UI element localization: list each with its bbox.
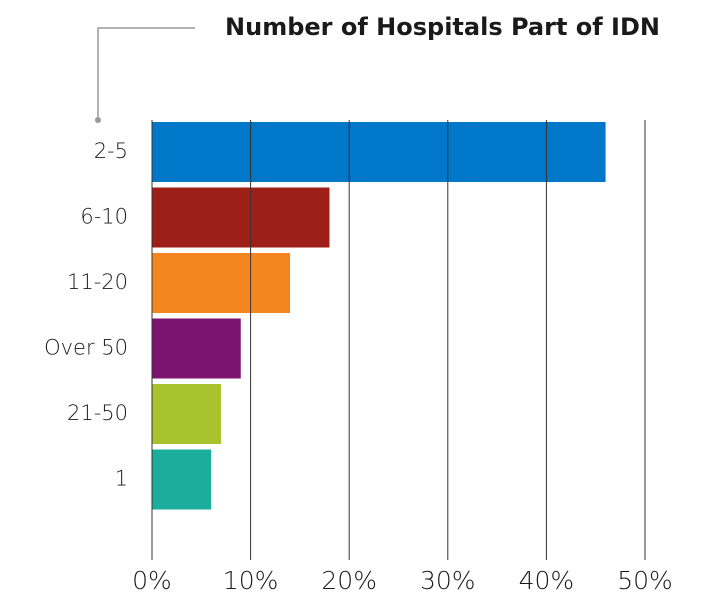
y-tick-label: Over 50 xyxy=(44,336,128,360)
y-tick-label: 2-5 xyxy=(94,139,128,163)
y-tick-label: 1 xyxy=(115,467,128,491)
y-tick-label: 11-20 xyxy=(67,270,128,294)
title-connector xyxy=(97,27,195,117)
bar xyxy=(152,253,291,313)
y-tick-label: 6-10 xyxy=(80,205,128,229)
y-tick-label: 21-50 xyxy=(67,401,128,425)
x-tick-label: 20% xyxy=(321,566,377,595)
bar xyxy=(152,449,212,510)
chart-title: Number of Hospitals Part of IDN xyxy=(225,13,660,41)
x-tick-label: 10% xyxy=(223,566,279,595)
bar xyxy=(152,187,330,248)
x-tick-label: 0% xyxy=(132,566,172,595)
x-tick-label: 30% xyxy=(420,566,476,595)
bar xyxy=(152,318,241,379)
x-tick-label: 50% xyxy=(617,566,673,595)
bar xyxy=(152,122,606,182)
bar xyxy=(152,384,222,444)
x-tick-label: 40% xyxy=(519,566,575,595)
connector-dot xyxy=(95,117,101,123)
